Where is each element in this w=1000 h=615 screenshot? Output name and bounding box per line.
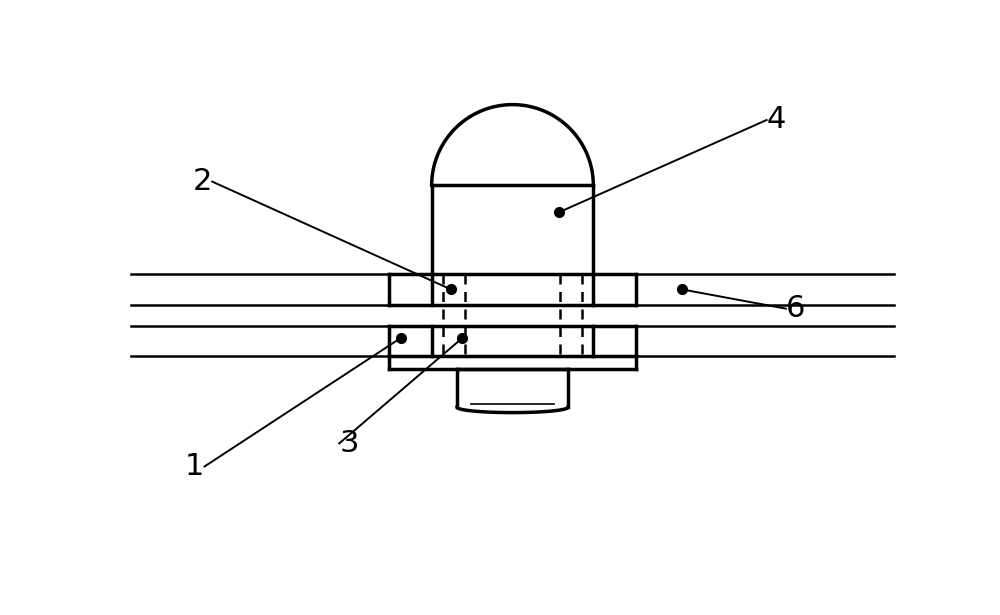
Text: 1: 1 bbox=[185, 452, 205, 481]
Text: 2: 2 bbox=[193, 167, 212, 196]
Text: 4: 4 bbox=[767, 106, 786, 135]
Text: 3: 3 bbox=[339, 429, 359, 458]
Text: 6: 6 bbox=[786, 294, 805, 323]
